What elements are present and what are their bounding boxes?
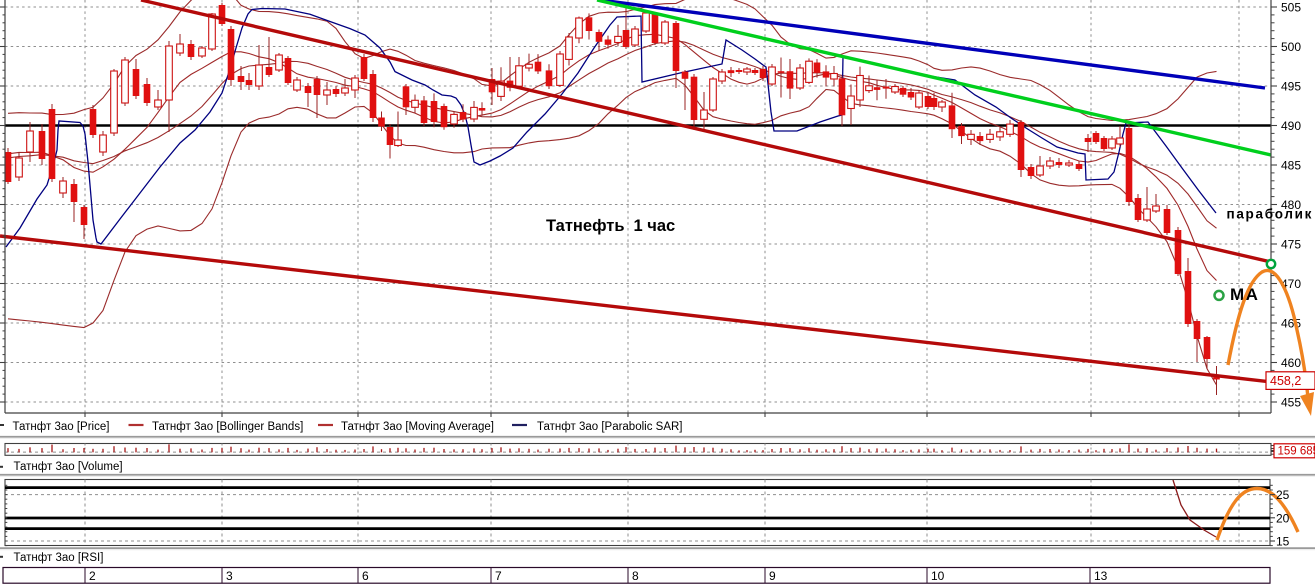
svg-text:9: 9 — [769, 569, 776, 583]
svg-text:Татнфт 3ао [Price]: Татнфт 3ао [Price] — [13, 421, 110, 433]
svg-text:25: 25 — [1276, 488, 1290, 502]
svg-text:Татнфт 3ао [RSI]: Татнфт 3ао [RSI] — [14, 552, 104, 564]
svg-text:490: 490 — [1281, 119, 1301, 133]
svg-text:500: 500 — [1281, 40, 1301, 54]
svg-text:480: 480 — [1281, 198, 1301, 212]
svg-text:470: 470 — [1281, 277, 1301, 291]
svg-text:Татнефть: Татнефть — [546, 217, 625, 235]
svg-text:3: 3 — [226, 569, 233, 583]
svg-text:475: 475 — [1281, 238, 1301, 252]
svg-text:2: 2 — [89, 569, 96, 583]
svg-text:20: 20 — [1276, 512, 1290, 526]
svg-text:455: 455 — [1281, 396, 1301, 410]
svg-text:159 685: 159 685 — [1278, 446, 1315, 458]
svg-text:8: 8 — [632, 569, 639, 583]
svg-text:Татнфт 3ао [Parabolic SAR]: Татнфт 3ао [Parabolic SAR] — [537, 421, 683, 433]
svg-text:485: 485 — [1281, 159, 1301, 173]
svg-text:1 час: 1 час — [634, 217, 676, 235]
svg-text:МА: МА — [1230, 285, 1259, 304]
svg-text:параболик: параболик — [1227, 207, 1314, 222]
svg-text:458,2: 458,2 — [1270, 374, 1301, 388]
svg-text:Татнфт 3ао [Moving Average]: Татнфт 3ао [Moving Average] — [341, 421, 494, 433]
svg-text:460: 460 — [1281, 356, 1301, 370]
svg-text:15: 15 — [1276, 535, 1290, 549]
svg-text:505: 505 — [1281, 1, 1301, 15]
svg-text:495: 495 — [1281, 80, 1301, 94]
svg-text:6: 6 — [362, 569, 369, 583]
svg-text:10: 10 — [931, 569, 945, 583]
svg-text:13: 13 — [1094, 569, 1108, 583]
svg-text:7: 7 — [495, 569, 502, 583]
svg-text:Татнфт 3ао [Bollinger Bands]: Татнфт 3ао [Bollinger Bands] — [152, 421, 303, 433]
svg-text:Татнфт 3ао [Volume]: Татнфт 3ао [Volume] — [14, 461, 123, 473]
